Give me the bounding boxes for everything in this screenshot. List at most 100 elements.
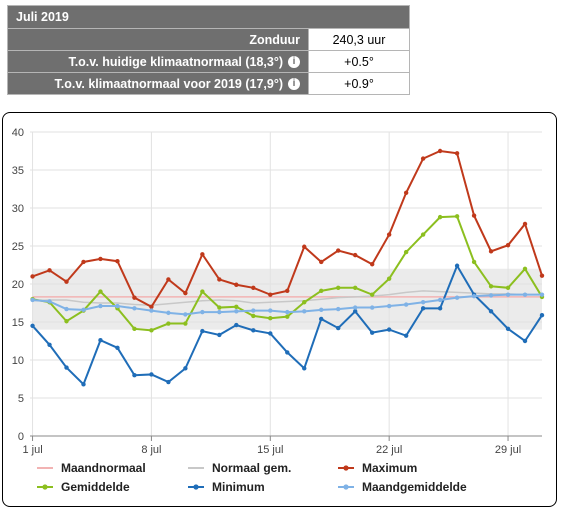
data-point-minimum xyxy=(166,379,171,385)
x-tick-label: 29 jul xyxy=(495,444,521,456)
data-point-maandgemiddelde xyxy=(369,305,375,310)
data-point-maximum xyxy=(81,259,86,265)
data-point-maximum xyxy=(183,290,188,296)
data-point-minimum xyxy=(369,330,375,335)
legend-label: Maximum xyxy=(362,461,417,475)
data-point-maximum xyxy=(217,277,222,282)
legend-label: Maandgemiddelde xyxy=(362,480,467,494)
info-icon[interactable]: i xyxy=(288,78,300,91)
y-tick-label: 40 xyxy=(12,127,24,139)
data-point-minimum xyxy=(319,316,324,322)
x-tick-label: 22 jul xyxy=(376,444,402,456)
y-tick-label: 0 xyxy=(18,431,24,443)
data-point-gemiddelde xyxy=(183,321,188,326)
data-point-maandgemiddelde xyxy=(319,307,324,313)
data-point-gemiddelde xyxy=(437,214,443,220)
data-point-gemiddelde xyxy=(268,316,273,321)
data-point-maximum xyxy=(539,273,545,278)
data-point-maximum xyxy=(166,277,171,282)
y-tick-label: 30 xyxy=(12,203,24,215)
stats-row-normaal-2019: T.o.v. klimaatnormaal voor 2019 (17,9°) i… xyxy=(7,72,410,95)
data-point-minimum xyxy=(454,263,460,268)
data-point-minimum xyxy=(420,306,426,311)
data-point-maandgemiddelde xyxy=(166,310,171,316)
stats-label: T.o.v. huidige klimaatnormaal (18,3°) xyxy=(68,54,283,69)
stats-value: +0.9° xyxy=(308,72,410,95)
stats-table: Juli 2019 Zonduur 240,3 uur T.o.v. huidi… xyxy=(7,5,410,95)
y-tick-label: 25 xyxy=(12,241,24,253)
data-point-gemiddelde xyxy=(98,289,103,294)
data-point-minimum xyxy=(285,350,290,355)
data-point-maandgemiddelde xyxy=(268,308,273,313)
temperature-chart: 0 5 10 15 20 25 30 35 40 1 jul 8 jul 15 jul 22 jul 29… xyxy=(12,127,545,494)
data-point-maandgemiddelde xyxy=(285,309,290,315)
data-point-maandgemiddelde xyxy=(217,309,222,315)
data-point-maximum xyxy=(454,151,460,156)
data-point-maandgemiddelde xyxy=(488,293,494,298)
y-tick-label: 10 xyxy=(12,355,24,367)
data-point-maximum xyxy=(437,148,443,154)
x-tick-label: 15 jul xyxy=(257,444,283,456)
data-point-maandgemiddelde xyxy=(386,303,392,309)
data-point-maandgemiddelde xyxy=(353,305,358,310)
data-point-maandgemiddelde xyxy=(505,292,511,297)
data-point-minimum xyxy=(200,328,205,334)
legend-label: Maandnormaal xyxy=(61,461,146,475)
legend-label: Minimum xyxy=(212,480,265,494)
data-point-minimum xyxy=(132,373,137,378)
data-point-minimum xyxy=(217,332,222,338)
data-point-maximum xyxy=(386,232,392,237)
x-tick-label: 1 jul xyxy=(22,444,42,456)
data-point-maandgemiddelde xyxy=(115,303,120,309)
data-point-maandgemiddelde xyxy=(336,306,341,312)
data-point-maximum xyxy=(115,259,120,264)
data-point-maandgemiddelde xyxy=(437,297,443,303)
data-point-maximum xyxy=(149,304,154,309)
data-point-minimum xyxy=(64,365,69,370)
stats-row-huidige-normaal: T.o.v. huidige klimaatnormaal (18,3°) i +… xyxy=(7,50,410,73)
data-point-maximum xyxy=(471,213,477,218)
data-point-minimum xyxy=(98,338,103,343)
data-point-maximum xyxy=(251,285,256,290)
data-point-maandgemiddelde xyxy=(98,303,103,309)
data-point-gemiddelde xyxy=(505,285,511,290)
stats-label: Zonduur xyxy=(249,32,300,47)
data-point-maximum xyxy=(420,156,426,161)
x-tick-label: 8 jul xyxy=(141,444,161,456)
data-point-minimum xyxy=(437,306,443,311)
data-point-maximum xyxy=(319,259,324,265)
data-point-minimum xyxy=(30,323,35,328)
data-point-maximum xyxy=(403,190,409,195)
data-point-gemiddelde xyxy=(217,305,222,310)
data-point-maandgemiddelde xyxy=(302,309,307,314)
data-point-gemiddelde xyxy=(132,326,137,332)
legend-marker xyxy=(343,484,349,490)
data-point-minimum xyxy=(183,366,188,371)
data-point-maximum xyxy=(336,248,341,253)
chart-container: 0 5 10 15 20 25 30 35 40 1 jul 8 jul 15 jul 22 jul 29… xyxy=(2,112,557,507)
data-point-gemiddelde xyxy=(353,285,358,290)
y-tick-label: 20 xyxy=(12,279,24,291)
data-point-minimum xyxy=(539,312,545,318)
legend-label: Gemiddelde xyxy=(61,480,130,494)
stats-title: Juli 2019 xyxy=(7,5,410,29)
data-point-gemiddelde xyxy=(471,259,477,265)
data-point-maandgemiddelde xyxy=(64,306,69,312)
data-point-gemiddelde xyxy=(336,285,341,290)
legend-marker xyxy=(343,465,349,471)
y-tick-label: 15 xyxy=(12,317,24,329)
data-point-maandgemiddelde xyxy=(47,299,52,304)
data-point-gemiddelde xyxy=(369,292,375,297)
legend-label: Normaal gem. xyxy=(212,461,291,475)
data-point-gemiddelde xyxy=(488,284,494,289)
data-point-maandgemiddelde xyxy=(403,302,409,307)
data-point-minimum xyxy=(115,345,120,351)
data-point-gemiddelde xyxy=(319,288,324,294)
info-icon[interactable]: i xyxy=(288,56,300,69)
data-point-gemiddelde xyxy=(302,300,307,305)
data-point-gemiddelde xyxy=(149,328,154,333)
stats-value: +0.5° xyxy=(308,50,410,73)
data-point-maandgemiddelde xyxy=(149,308,154,313)
data-point-maandgemiddelde xyxy=(30,297,35,303)
data-point-maximum xyxy=(98,256,103,262)
